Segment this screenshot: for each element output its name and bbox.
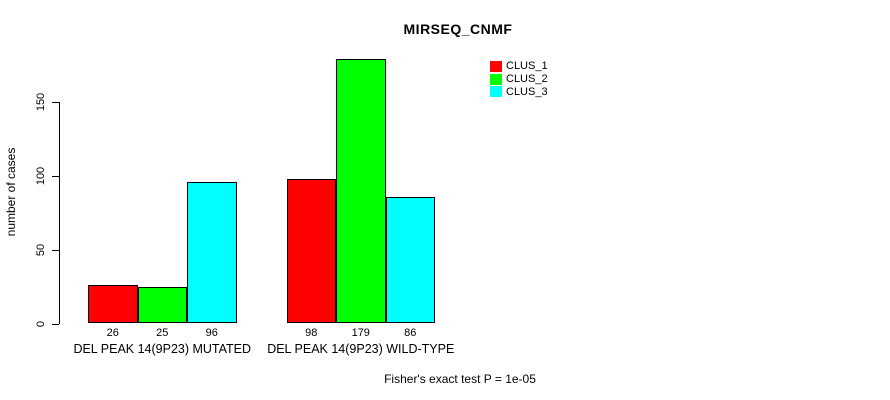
legend-entry: CLUS_2	[490, 73, 548, 86]
bar-value-label: 26	[106, 326, 119, 339]
group-label: DEL PEAK 14(9P23) MUTATED	[73, 341, 252, 356]
y-axis-tick	[52, 249, 59, 251]
bar	[187, 181, 237, 324]
bar-value-label: 86	[404, 326, 417, 339]
group-label: DEL PEAK 14(9P23) WILD-TYPE	[267, 341, 455, 356]
bar	[385, 196, 435, 324]
legend-entry: CLUS_1	[490, 60, 548, 73]
bar-value-label: 25	[156, 326, 169, 339]
bar-value-label: 96	[205, 326, 218, 339]
y-axis-tick-label: 150	[35, 92, 47, 112]
fisher-test-note: Fisher's exact test P = 1e-05	[384, 372, 536, 386]
chart-title: MIRSEQ_CNMF	[403, 21, 513, 37]
y-axis-tick	[52, 323, 59, 325]
y-axis-label: number of cases	[4, 147, 18, 237]
legend-swatch	[490, 86, 502, 98]
bar-value-label: 98	[305, 326, 318, 339]
legend-entry: CLUS_3	[490, 86, 548, 99]
legend: CLUS_1 CLUS_2 CLUS_3	[490, 60, 548, 98]
bar	[336, 59, 386, 324]
y-axis-tick-label: 50	[35, 243, 47, 256]
y-axis-tick-label: 0	[35, 320, 47, 327]
legend-label: CLUS_2	[506, 73, 548, 86]
legend-label: CLUS_3	[506, 85, 548, 98]
legend-swatch	[490, 73, 502, 85]
bar	[137, 286, 187, 324]
y-axis-tick-label: 100	[35, 166, 47, 186]
y-axis-tick	[52, 175, 59, 177]
bar-value-label: 179	[351, 326, 370, 339]
y-axis-tick	[52, 102, 59, 103]
bar	[88, 285, 138, 324]
legend-swatch	[490, 60, 502, 72]
legend-label: CLUS_1	[506, 60, 548, 73]
y-axis-line	[59, 102, 60, 324]
bar	[286, 178, 336, 324]
